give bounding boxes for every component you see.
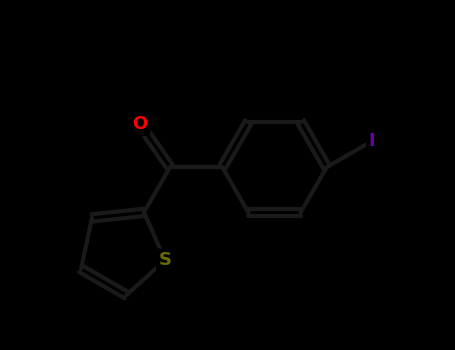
Text: I: I — [369, 132, 375, 150]
Text: S: S — [159, 251, 172, 269]
Text: O: O — [132, 116, 148, 133]
